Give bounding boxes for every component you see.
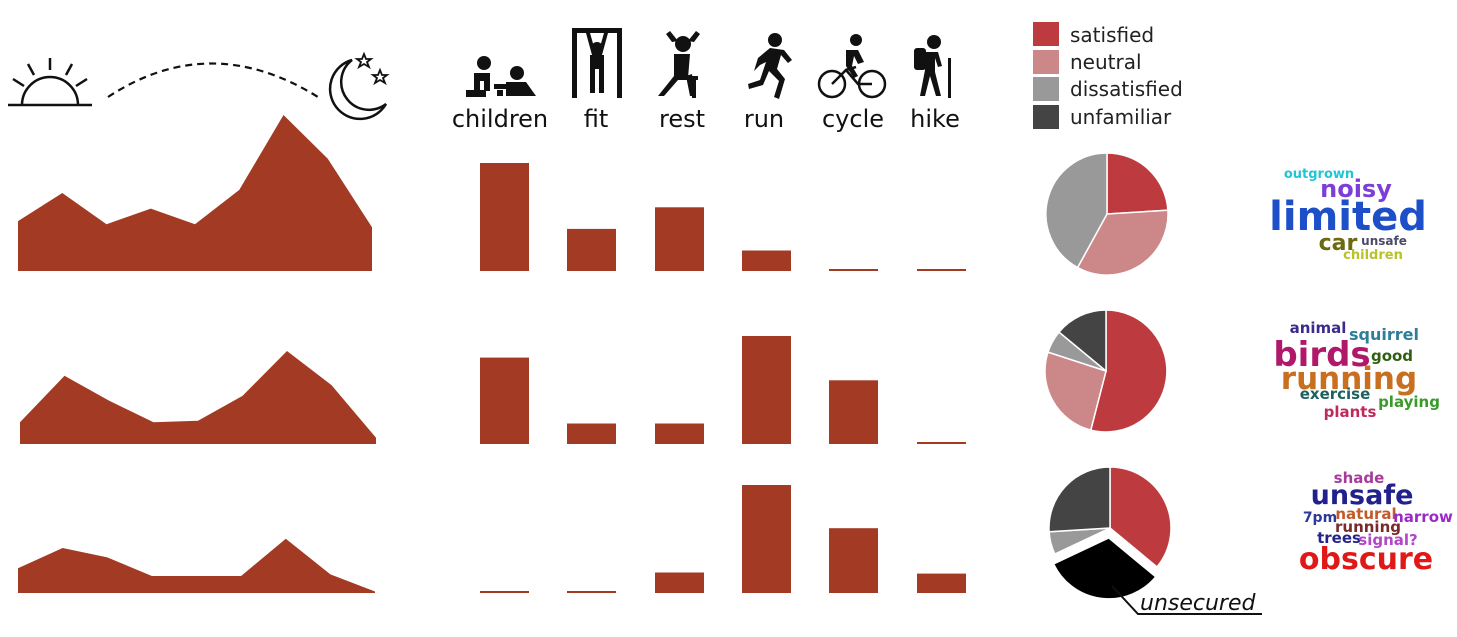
bar-rest-row-2 bbox=[655, 423, 704, 444]
word-good: good bbox=[1371, 347, 1413, 365]
area-series-row-1 bbox=[18, 115, 372, 271]
word-cloud-row-3: shadeunsafe7pmnaturalnarrowrunningtreess… bbox=[1299, 469, 1453, 577]
legend-swatch-dissatisfied bbox=[1033, 77, 1059, 101]
word-unsafe: unsafe bbox=[1361, 234, 1407, 248]
area-series-row-3 bbox=[18, 538, 375, 593]
unsecured-callout-line bbox=[1111, 585, 1262, 615]
bar-rest-row-3 bbox=[655, 572, 704, 593]
person-resting-icon bbox=[658, 31, 700, 98]
legend: satisfied neutral dissatisfied unfamilia… bbox=[1033, 22, 1183, 129]
legend-swatch-satisfied bbox=[1033, 22, 1059, 46]
word-outgrown: outgrown bbox=[1284, 167, 1354, 182]
word-7pm: 7pm bbox=[1303, 510, 1337, 526]
bar-hike-row-2 bbox=[917, 442, 966, 444]
sunrise-icon bbox=[8, 58, 92, 107]
word-animal: animal bbox=[1290, 319, 1347, 337]
activity-label-rest: rest bbox=[659, 105, 705, 133]
pie-slice-neutral-row-2 bbox=[1044, 351, 1107, 432]
runner-icon bbox=[748, 33, 792, 99]
bar-hike-row-1 bbox=[917, 269, 966, 271]
pie-slice-satisfied-row-3 bbox=[1109, 466, 1172, 568]
activity-label-hike: hike bbox=[910, 105, 960, 133]
word-children: children bbox=[1343, 248, 1403, 263]
word-playing: playing bbox=[1378, 393, 1440, 411]
word-car: car bbox=[1319, 231, 1358, 256]
unsecured-callout-label: unsecured bbox=[1140, 591, 1257, 616]
bar-fit-row-1 bbox=[567, 228, 616, 271]
bar-run-row-1 bbox=[742, 250, 791, 271]
word-squirrel: squirrel bbox=[1349, 325, 1419, 344]
bar-fit-row-3 bbox=[567, 591, 616, 593]
area-charts bbox=[18, 115, 376, 593]
bar-children-row-1 bbox=[480, 163, 529, 271]
word-shade: shade bbox=[1334, 469, 1385, 487]
word-plants: plants bbox=[1324, 403, 1377, 421]
legend-swatch-unfamiliar bbox=[1033, 105, 1059, 129]
word-birds: birds bbox=[1273, 335, 1370, 375]
dashed-arc bbox=[107, 62, 319, 98]
activity-label-cycle: cycle bbox=[822, 105, 884, 133]
bar-run-row-3 bbox=[742, 485, 791, 593]
activity-label-fit: fit bbox=[584, 105, 609, 133]
word-running: running bbox=[1281, 361, 1417, 397]
legend-label-satisfied: satisfied bbox=[1070, 23, 1154, 47]
pie-slice-satisfied-row-1 bbox=[1106, 152, 1169, 215]
pie-slice-unfamiliar-row-2 bbox=[1057, 309, 1107, 373]
bar-children-row-3 bbox=[480, 591, 529, 593]
legend-label-neutral: neutral bbox=[1070, 50, 1142, 74]
word-running: running bbox=[1335, 518, 1401, 536]
area-series-row-2 bbox=[20, 351, 376, 444]
bar-fit-row-2 bbox=[567, 423, 616, 444]
word-trees: trees bbox=[1317, 529, 1361, 547]
pie-charts bbox=[1044, 152, 1172, 600]
bar-rest-row-1 bbox=[655, 207, 704, 271]
bar-run-row-2 bbox=[742, 336, 791, 444]
hiker-icon bbox=[914, 35, 951, 98]
pullup-bar-icon bbox=[572, 28, 622, 98]
bar-hike-row-3 bbox=[917, 573, 966, 593]
word-signal: signal? bbox=[1358, 531, 1417, 549]
moon-stars-icon bbox=[328, 51, 390, 121]
word-narrow: narrow bbox=[1393, 508, 1453, 526]
bar-charts bbox=[480, 163, 966, 593]
word-obscure: obscure bbox=[1299, 542, 1433, 577]
activity-label-children: children bbox=[452, 105, 548, 133]
activity-label-run: run bbox=[744, 105, 784, 133]
legend-label-dissatisfied: dissatisfied bbox=[1070, 77, 1183, 101]
children-playing-icon bbox=[466, 56, 536, 97]
pie-slice-unfamiliar-row-3 bbox=[1048, 466, 1111, 533]
legend-label-unfamiliar: unfamiliar bbox=[1070, 105, 1172, 129]
pie-slice-unsecured-row-3 bbox=[1052, 537, 1157, 600]
bar-cycle-row-2 bbox=[829, 380, 878, 444]
word-unsafe: unsafe bbox=[1311, 480, 1414, 511]
legend-swatch-neutral bbox=[1033, 50, 1059, 74]
word-natural: natural bbox=[1335, 505, 1396, 523]
pie-slice-satisfied-row-2 bbox=[1089, 309, 1168, 433]
pie-slice-dissatisfied-row-1 bbox=[1045, 152, 1108, 269]
word-noisy: noisy bbox=[1320, 175, 1392, 203]
bar-cycle-row-1 bbox=[829, 269, 878, 271]
word-exercise: exercise bbox=[1300, 385, 1371, 403]
bar-cycle-row-3 bbox=[829, 528, 878, 593]
cyclist-icon bbox=[817, 34, 887, 99]
word-limited: limited bbox=[1269, 194, 1427, 240]
bar-children-row-2 bbox=[480, 357, 529, 444]
